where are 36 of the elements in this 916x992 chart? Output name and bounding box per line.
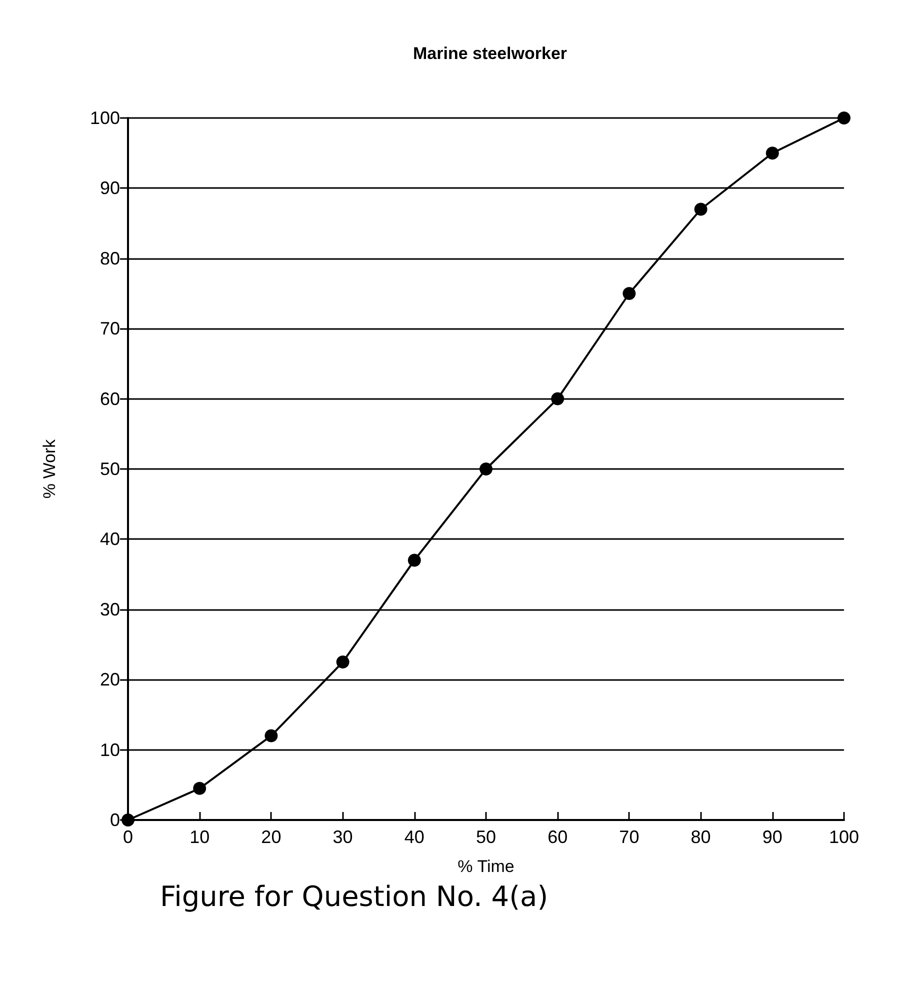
point [838,112,850,124]
x-tick-label: 40 [404,827,424,847]
point [480,462,492,476]
y-tick-label: 0 [110,810,120,830]
x-axis-title: % Time [458,857,514,876]
x-tick-label: 10 [190,827,210,847]
chart-title: Marine steelworker [412,44,568,63]
text: Figure for Question No. 4(a) [160,880,550,913]
x-tick-label: 70 [619,827,640,847]
point [622,287,636,300]
y-tick-label: 100 [90,108,120,128]
y-tick-label: 10 [100,740,120,760]
y-tick-label: 70 [100,318,120,339]
point [766,146,779,160]
x-tick-label: 80 [690,827,711,847]
point [408,554,421,567]
point [336,656,350,669]
x-tick-label: 20 [261,827,282,847]
y-tick-label: 90 [100,178,120,198]
point [551,392,564,406]
x-tick-label: 100 [828,827,860,847]
y-tick-label: 50 [100,459,120,479]
x-tick-label: 0 [122,827,134,847]
y-tick-label: 20 [100,670,120,690]
y-axis-title: % Work [40,438,59,499]
y-tick-label: 40 [100,529,120,550]
y-tick-label: 60 [100,388,120,409]
point [264,729,278,742]
x-tick-label: 50 [476,827,496,847]
point [193,782,206,795]
x-tick-label: 60 [548,827,568,847]
x-tick-label: 90 [762,827,782,847]
y-tick-label: 80 [100,248,120,268]
y-tick-label: 30 [100,599,120,620]
point [694,202,708,216]
x-tick-label: 30 [332,827,353,847]
